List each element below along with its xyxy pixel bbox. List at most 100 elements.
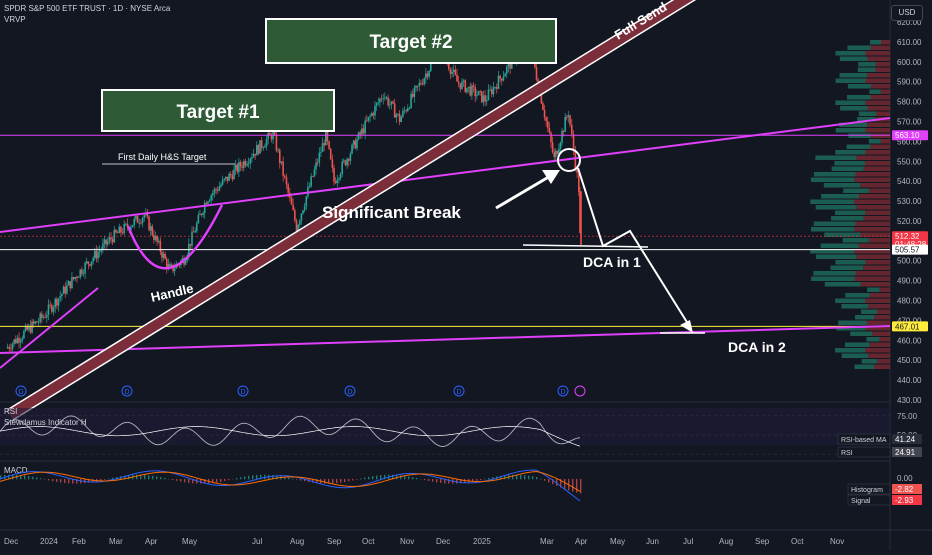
candle-body	[132, 225, 134, 227]
dividend-letter: D	[560, 389, 565, 396]
dividend-letter: D	[18, 389, 23, 396]
dca1-label: DCA in 1	[583, 254, 641, 270]
macd-histogram-bar	[528, 476, 529, 480]
candle-body	[476, 95, 478, 96]
candle-body	[23, 331, 25, 338]
candle-body	[81, 269, 83, 273]
candle-body	[294, 210, 296, 220]
volume-profile-bar	[810, 200, 854, 205]
candle-body	[201, 214, 203, 215]
macd-histogram-bar	[236, 478, 237, 479]
volume-profile-bar	[867, 321, 890, 326]
candle-body	[550, 133, 552, 143]
candle-body	[54, 299, 56, 307]
macd-histogram-bar	[372, 476, 373, 479]
macd-histogram-bar	[176, 479, 177, 481]
candle-body	[469, 87, 471, 96]
volume-profile-bar	[847, 145, 871, 150]
candle-body	[369, 116, 371, 117]
price-label-text: 467.01	[895, 322, 920, 331]
candle-body	[397, 114, 399, 115]
volume-profile-bar	[811, 178, 855, 183]
candle-body	[267, 133, 269, 139]
candle-body	[553, 152, 555, 157]
candle-body	[264, 146, 266, 147]
candle-body	[96, 251, 98, 259]
candle-body	[486, 100, 488, 101]
volume-profile-bar	[825, 282, 861, 287]
volume-profile-bar	[869, 238, 890, 243]
candle-body	[557, 151, 559, 154]
candle-body	[253, 154, 255, 157]
candle-body	[163, 254, 165, 258]
candle-body	[460, 83, 462, 89]
time-tick-label: Sep	[755, 537, 770, 546]
time-tick-label: May	[182, 537, 197, 546]
time-tick-label: Jul	[683, 537, 693, 546]
macd-histogram-bar	[216, 479, 217, 482]
candle-body	[474, 87, 476, 96]
macd-histogram-bar	[256, 475, 257, 479]
volume-profile-bar	[816, 205, 857, 210]
candle-body	[185, 260, 187, 264]
candle-body	[420, 83, 422, 84]
candle-body	[118, 227, 120, 233]
volume-profile-bar	[864, 167, 890, 172]
macd-histogram-bar	[252, 475, 253, 479]
candle-body	[564, 117, 566, 132]
candle-body	[544, 110, 546, 118]
macd-histogram-bar	[408, 477, 409, 480]
candle-body	[143, 215, 145, 218]
macd-histogram-bar	[340, 479, 341, 483]
volume-profile-bar	[866, 79, 890, 84]
candle-body	[174, 269, 176, 272]
candle-body	[391, 101, 393, 104]
candle-body	[56, 299, 58, 306]
rsi-band	[0, 408, 890, 445]
candle-body	[153, 235, 155, 240]
volume-profile-bar	[836, 51, 866, 56]
candle-body	[423, 78, 425, 84]
candle-body	[305, 196, 307, 206]
candle-body	[78, 277, 80, 278]
candle-body	[64, 287, 66, 294]
candle-body	[94, 251, 96, 258]
candle-body	[376, 103, 378, 106]
macd-histogram-bar	[160, 477, 161, 479]
candle-body	[484, 95, 486, 101]
currency-button[interactable]: USD	[891, 5, 923, 21]
macd-histogram-bar	[296, 479, 297, 480]
rsi-value-text: 41.24	[895, 435, 916, 444]
volume-profile-bar	[865, 161, 890, 166]
candle-body	[322, 143, 324, 152]
macd-value-text: -2.82	[895, 485, 914, 494]
volume-profile-bar	[857, 255, 890, 260]
candle-body	[13, 339, 15, 343]
candle-body	[386, 97, 388, 98]
candle-body	[222, 180, 224, 185]
candle-body	[241, 166, 243, 167]
volume-profile-bar	[856, 156, 890, 161]
candle-body	[61, 294, 63, 296]
macd-histogram-bar	[456, 479, 457, 484]
candle-body	[361, 128, 363, 134]
macd-histogram-bar	[152, 476, 153, 480]
candle-body	[496, 87, 498, 89]
candle-body	[243, 161, 245, 168]
candle-body	[164, 254, 166, 259]
candle-body	[259, 140, 261, 153]
volume-profile-bar	[875, 68, 890, 73]
candle-body	[409, 108, 411, 109]
macd-histogram-bar	[488, 478, 489, 479]
time-tick-label: Nov	[830, 537, 844, 546]
time-tick-label: Aug	[719, 537, 733, 546]
volume-profile-bar	[863, 216, 890, 221]
candle-body	[418, 83, 420, 86]
candle-body	[43, 317, 45, 318]
candle-body	[38, 322, 40, 323]
candle-body	[571, 125, 573, 134]
volume-profile-bar	[841, 304, 868, 309]
volume-profile-bar	[850, 332, 872, 337]
